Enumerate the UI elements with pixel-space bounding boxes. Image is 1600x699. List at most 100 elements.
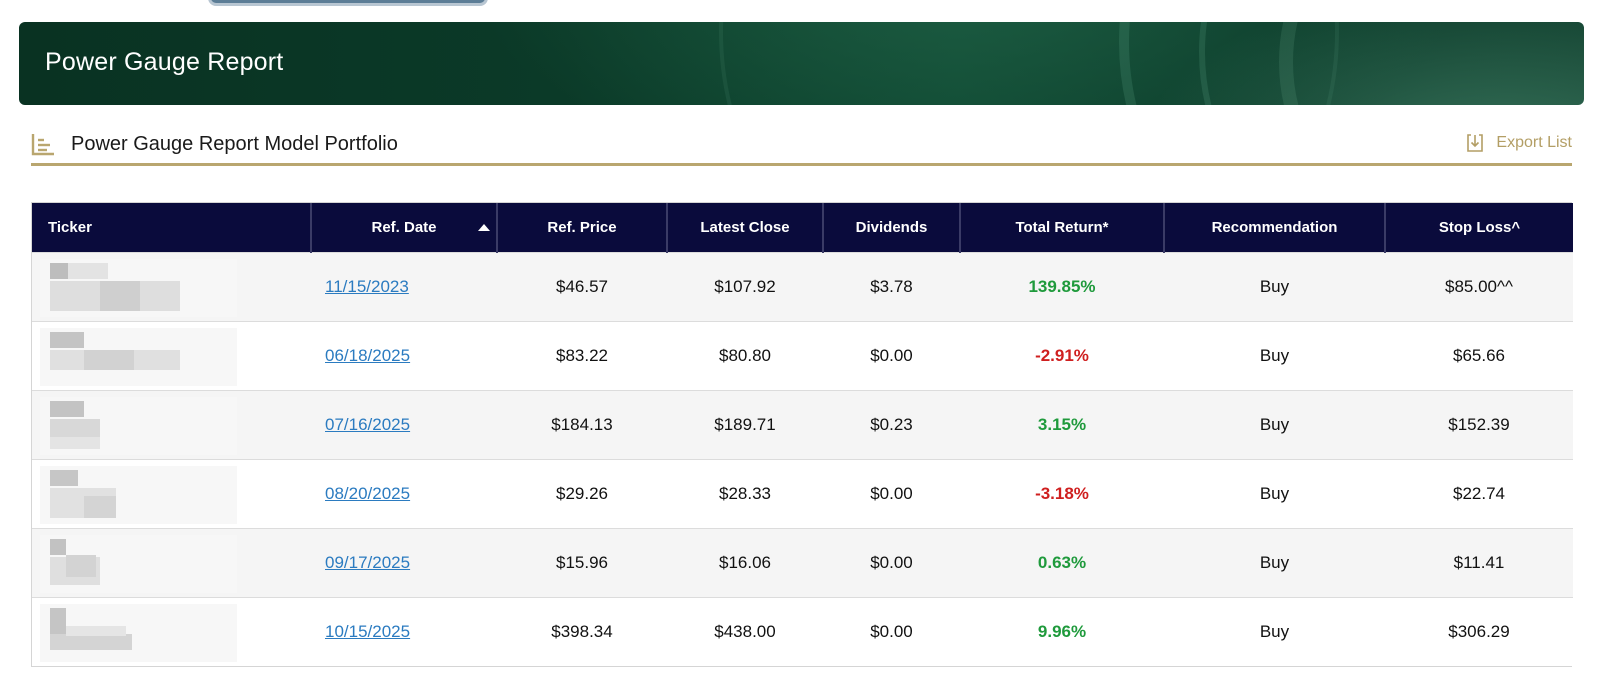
positive-return-value: 9.96% bbox=[1037, 621, 1087, 641]
negative-return-value: -2.91% bbox=[1035, 345, 1089, 365]
ticker-cell-redacted bbox=[32, 389, 311, 459]
column-header-stop-loss[interactable]: Stop Loss^ bbox=[1385, 203, 1573, 252]
page-title: Power Gauge Report bbox=[45, 48, 284, 76]
top-tab-remnant bbox=[208, 0, 488, 6]
dividends-cell: $0.00 bbox=[823, 458, 960, 528]
column-header-ref-date[interactable]: Ref. Date bbox=[311, 203, 498, 252]
blur-block bbox=[100, 280, 140, 311]
ref-price-cell: $83.22 bbox=[497, 320, 667, 390]
ticker-cell-redacted bbox=[32, 527, 311, 597]
blur-block bbox=[50, 262, 68, 279]
recommendation-cell: Buy bbox=[1164, 527, 1385, 597]
ref-date-cell: 11/15/2023 bbox=[311, 251, 497, 321]
total-return-cell: 0.63% bbox=[960, 527, 1164, 597]
blur-block bbox=[84, 495, 116, 518]
positive-return-value: 0.63% bbox=[1037, 552, 1087, 572]
ticker-cell-redacted bbox=[32, 458, 311, 528]
ticker-cell-redacted bbox=[32, 251, 311, 321]
stop-loss-cell: $85.00^^ bbox=[1385, 251, 1573, 321]
report-banner: Power Gauge Report bbox=[19, 22, 1584, 105]
table-row: 10/15/2025 $398.34 $438.00 $0.00 9.96% Buy $30… bbox=[32, 596, 1573, 666]
total-return-cell: 139.85% bbox=[960, 251, 1164, 321]
negative-return-value: -3.18% bbox=[1035, 483, 1089, 503]
redacted-ticker-blur bbox=[40, 534, 237, 593]
column-header-latest-close[interactable]: Latest Close bbox=[667, 203, 824, 252]
table-row: 08/20/2025 $29.26 $28.33 $0.00 -3.18% Buy $22.… bbox=[32, 458, 1573, 528]
total-return-cell: -3.18% bbox=[960, 458, 1164, 528]
latest-close-cell: $28.33 bbox=[667, 458, 823, 528]
ref-date-link[interactable]: 07/16/2025 bbox=[325, 414, 411, 434]
dividends-cell: $0.00 bbox=[823, 320, 960, 390]
latest-close-cell: $80.80 bbox=[667, 320, 823, 390]
blur-block bbox=[50, 400, 84, 417]
blur-block bbox=[84, 349, 134, 370]
ref-date-cell: 08/20/2025 bbox=[311, 458, 497, 528]
redacted-ticker-blur bbox=[40, 258, 237, 317]
total-return-cell: 3.15% bbox=[960, 389, 1164, 459]
dividends-cell: $0.00 bbox=[823, 596, 960, 666]
latest-close-cell: $107.92 bbox=[667, 251, 823, 321]
sort-ascending-icon bbox=[478, 224, 490, 231]
dividends-cell: $0.23 bbox=[823, 389, 960, 459]
ticker-cell-redacted bbox=[32, 320, 311, 390]
recommendation-cell: Buy bbox=[1164, 596, 1385, 666]
stop-loss-cell: $152.39 bbox=[1385, 389, 1573, 459]
blur-block bbox=[68, 262, 108, 279]
blur-block bbox=[50, 633, 132, 650]
redacted-ticker-blur bbox=[40, 603, 237, 662]
blur-block bbox=[50, 418, 100, 437]
download-icon bbox=[1467, 134, 1484, 152]
blur-block bbox=[50, 331, 84, 348]
total-return-cell: -2.91% bbox=[960, 320, 1164, 390]
stop-loss-cell: $22.74 bbox=[1385, 458, 1573, 528]
blur-block bbox=[50, 607, 66, 634]
redacted-ticker-blur bbox=[40, 327, 237, 386]
column-header-ticker[interactable]: Ticker bbox=[32, 203, 312, 252]
ref-date-link[interactable]: 08/20/2025 bbox=[325, 483, 411, 503]
dividends-cell: $0.00 bbox=[823, 527, 960, 597]
blur-block bbox=[50, 538, 66, 555]
recommendation-cell: Buy bbox=[1164, 458, 1385, 528]
stop-loss-cell: $306.29 bbox=[1385, 596, 1573, 666]
stop-loss-cell: $11.41 bbox=[1385, 527, 1573, 597]
latest-close-cell: $16.06 bbox=[667, 527, 823, 597]
blur-block bbox=[50, 436, 100, 449]
table-row: 07/16/2025 $184.13 $189.71 $0.23 3.15% Buy $15… bbox=[32, 389, 1573, 459]
table-row: 09/17/2025 $15.96 $16.06 $0.00 0.63% Buy $11.4… bbox=[32, 527, 1573, 597]
blur-block bbox=[66, 554, 96, 577]
portfolio-table: Ticker Ref. Date Ref. Price Latest Close… bbox=[31, 202, 1573, 667]
blur-block bbox=[50, 469, 78, 486]
dividends-cell: $3.78 bbox=[823, 251, 960, 321]
ref-price-cell: $29.26 bbox=[497, 458, 667, 528]
total-return-cell: 9.96% bbox=[960, 596, 1164, 666]
ref-date-link[interactable]: 06/18/2025 bbox=[325, 345, 411, 365]
latest-close-cell: $189.71 bbox=[667, 389, 823, 459]
ref-date-cell: 07/16/2025 bbox=[311, 389, 497, 459]
ref-date-cell: 06/18/2025 bbox=[311, 320, 497, 390]
table-header-row: Ticker Ref. Date Ref. Price Latest Close… bbox=[32, 203, 1573, 252]
ref-date-link[interactable]: 09/17/2025 bbox=[325, 552, 411, 572]
ref-date-link[interactable]: 10/15/2025 bbox=[325, 621, 411, 641]
chart-list-icon bbox=[31, 134, 54, 156]
section-header: Power Gauge Report Model Portfolio Expor… bbox=[31, 128, 1572, 166]
ref-date-cell: 10/15/2025 bbox=[311, 596, 497, 666]
ref-price-cell: $184.13 bbox=[497, 389, 667, 459]
latest-close-cell: $438.00 bbox=[667, 596, 823, 666]
stop-loss-cell: $65.66 bbox=[1385, 320, 1573, 390]
ref-date-link[interactable]: 11/15/2023 bbox=[325, 276, 409, 296]
recommendation-cell: Buy bbox=[1164, 320, 1385, 390]
ref-price-cell: $15.96 bbox=[497, 527, 667, 597]
blur-block bbox=[66, 625, 126, 636]
redacted-ticker-blur bbox=[40, 465, 237, 524]
positive-return-value: 139.85% bbox=[1028, 276, 1096, 296]
column-header-ref-price[interactable]: Ref. Price bbox=[497, 203, 668, 252]
recommendation-cell: Buy bbox=[1164, 389, 1385, 459]
table-row: 11/15/2023 $46.57 $107.92 $3.78 139.85% Buy $8… bbox=[32, 251, 1573, 321]
column-header-total-return[interactable]: Total Return* bbox=[960, 203, 1165, 252]
column-header-dividends[interactable]: Dividends bbox=[823, 203, 961, 252]
export-list-button[interactable]: Export List bbox=[1466, 128, 1572, 158]
ref-price-cell: $46.57 bbox=[497, 251, 667, 321]
column-header-recommendation[interactable]: Recommendation bbox=[1164, 203, 1386, 252]
recommendation-cell: Buy bbox=[1164, 251, 1385, 321]
export-list-label: Export List bbox=[1496, 134, 1572, 151]
